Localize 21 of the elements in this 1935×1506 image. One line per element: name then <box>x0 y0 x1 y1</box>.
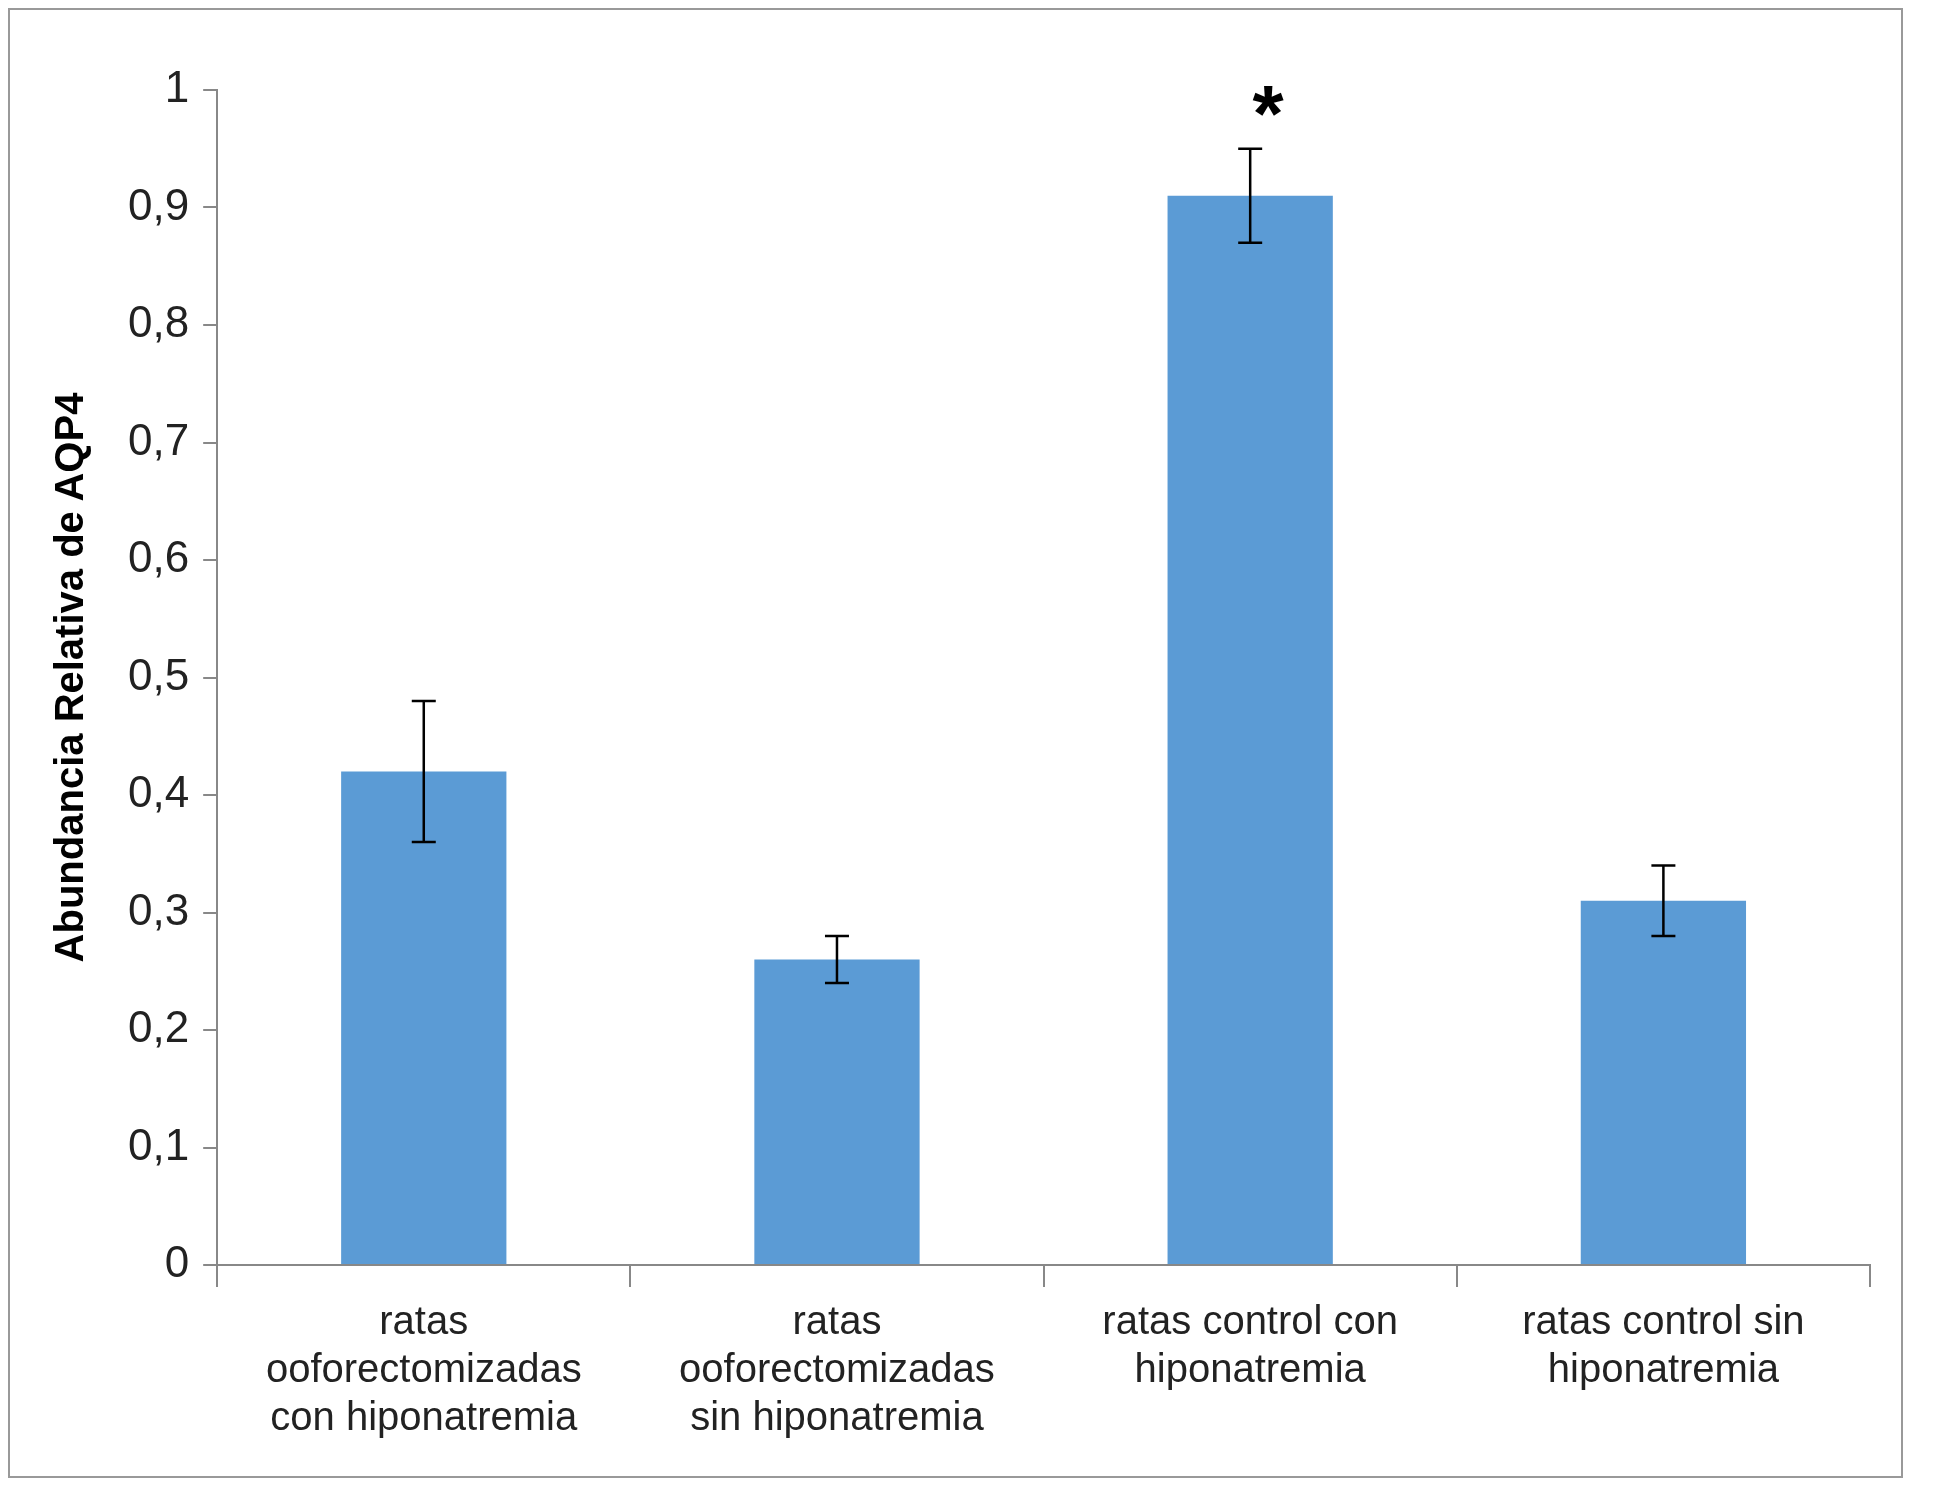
y-tick-label: 0,7 <box>127 414 190 464</box>
x-tick-label: ratas control con hiponatremia <box>1102 1298 1399 1391</box>
y-tick-label: 0 <box>164 1237 190 1287</box>
y-tick-label: 0,8 <box>127 297 190 347</box>
y-tick-label: 0,6 <box>127 532 190 582</box>
x-tick-label: ratas ooforectomizadas con hiponatremia <box>265 1298 582 1439</box>
bar <box>1580 900 1747 1264</box>
y-tick-label: 1 <box>164 62 190 112</box>
y-tick-label: 0,3 <box>127 884 190 934</box>
bar <box>341 771 507 1264</box>
y-tick-label: 0,4 <box>127 767 190 817</box>
y-tick-label: 0,9 <box>127 179 190 229</box>
bar <box>1167 195 1333 1264</box>
bar <box>754 959 920 1264</box>
x-tick-label: ratas ooforectomizadas sin hiponatremia <box>679 1298 995 1439</box>
annotation: * <box>1252 68 1285 158</box>
y-tick-label: 0,2 <box>127 1002 190 1052</box>
y-tick-label: 0,5 <box>127 649 190 699</box>
y-tick-label: 0,1 <box>127 1119 190 1169</box>
y-axis-title: Abundancia Relativa de AQP4 <box>47 391 92 963</box>
x-tick-label: ratas control sin hiponatremia <box>1522 1298 1805 1391</box>
